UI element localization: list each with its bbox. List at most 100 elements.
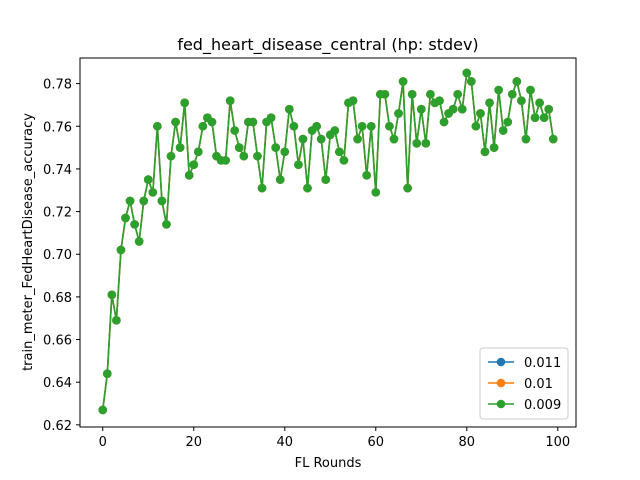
data-point xyxy=(380,89,390,99)
data-point xyxy=(184,171,194,180)
data-point xyxy=(526,85,535,95)
data-point xyxy=(416,104,426,114)
legend-item: 0.011 xyxy=(488,356,561,371)
data-point xyxy=(257,183,267,193)
y-tick-label: 0.70 xyxy=(43,248,72,263)
data-point xyxy=(403,183,412,193)
data-point xyxy=(507,89,517,99)
x-tick-label: 40 xyxy=(276,435,293,450)
data-point xyxy=(335,147,344,157)
data-point xyxy=(489,143,499,152)
data-point xyxy=(289,121,299,131)
data-point xyxy=(421,139,431,148)
data-point xyxy=(194,147,203,157)
data-point xyxy=(153,121,162,131)
data-point xyxy=(439,117,449,127)
data-point xyxy=(407,89,417,99)
data-point xyxy=(157,196,167,206)
data-point xyxy=(476,109,485,118)
y-tick-label: 0.74 xyxy=(43,163,72,178)
series-0-009 xyxy=(98,68,558,415)
data-point xyxy=(285,104,294,114)
y-tick-label: 0.68 xyxy=(43,291,72,306)
data-point xyxy=(266,113,276,123)
data-point xyxy=(130,220,139,229)
data-point xyxy=(107,290,117,300)
data-point xyxy=(316,134,326,144)
data-point xyxy=(435,96,444,105)
data-point xyxy=(321,175,331,184)
data-point xyxy=(385,121,394,131)
data-point xyxy=(116,245,126,255)
data-point xyxy=(362,171,371,180)
plot-area xyxy=(98,68,558,415)
legend-marker xyxy=(496,399,506,409)
x-tick-label: 80 xyxy=(459,435,476,450)
data-point xyxy=(162,220,171,229)
data-point xyxy=(544,104,553,114)
data-point xyxy=(180,98,189,108)
data-point xyxy=(175,143,185,152)
data-point xyxy=(426,89,435,99)
data-point xyxy=(535,98,544,108)
y-tick-label: 0.64 xyxy=(43,376,72,391)
data-point xyxy=(389,134,399,144)
data-point xyxy=(453,89,462,99)
legend-marker xyxy=(496,378,506,388)
data-point xyxy=(503,117,513,127)
y-tick-label: 0.72 xyxy=(43,206,72,221)
y-tick-label: 0.76 xyxy=(43,120,72,135)
data-point xyxy=(198,121,208,131)
data-point xyxy=(353,134,362,144)
data-point xyxy=(143,175,153,184)
data-point xyxy=(494,85,503,95)
data-point xyxy=(330,126,340,135)
data-point xyxy=(121,213,130,223)
legend-label: 0.009 xyxy=(524,398,561,413)
data-point xyxy=(112,316,121,325)
legend-label: 0.011 xyxy=(524,356,561,371)
y-axis: 0.62 0.64 0.66 0.68 0.70 0.72 0.74 0.76 0.78 xyxy=(43,78,80,434)
y-axis-label: train_meter_FedHeartDisease_accuracy xyxy=(21,113,36,371)
data-point xyxy=(348,96,358,105)
data-point xyxy=(366,121,376,131)
data-point xyxy=(125,196,135,206)
data-point xyxy=(462,68,472,78)
data-point xyxy=(239,151,249,161)
data-point xyxy=(512,77,522,86)
data-point xyxy=(275,175,285,184)
data-point xyxy=(398,77,408,86)
data-point xyxy=(357,121,367,131)
data-point xyxy=(539,113,549,123)
legend-marker xyxy=(496,357,506,367)
data-point xyxy=(248,117,258,127)
data-point xyxy=(103,369,112,378)
x-tick-label: 0 xyxy=(99,435,107,450)
data-point xyxy=(280,147,290,157)
data-point xyxy=(471,121,481,131)
data-point xyxy=(253,151,262,161)
data-point xyxy=(207,117,217,127)
data-point xyxy=(298,134,308,144)
data-point xyxy=(166,151,176,161)
data-point xyxy=(548,134,558,144)
data-point xyxy=(189,160,199,169)
x-tick-label: 20 xyxy=(185,435,202,450)
data-point xyxy=(517,96,526,105)
data-point xyxy=(271,143,280,152)
x-tick-label: 100 xyxy=(545,435,570,450)
data-point xyxy=(171,117,180,127)
data-point xyxy=(530,113,540,123)
data-point xyxy=(412,139,422,148)
data-point xyxy=(148,188,158,197)
data-point xyxy=(134,237,144,246)
data-point xyxy=(230,126,240,135)
data-point xyxy=(371,188,381,197)
data-point xyxy=(221,156,230,165)
data-point xyxy=(294,160,303,169)
data-point xyxy=(394,109,403,118)
legend-label: 0.01 xyxy=(524,377,553,392)
data-point xyxy=(339,156,349,165)
y-tick-label: 0.78 xyxy=(43,78,72,93)
